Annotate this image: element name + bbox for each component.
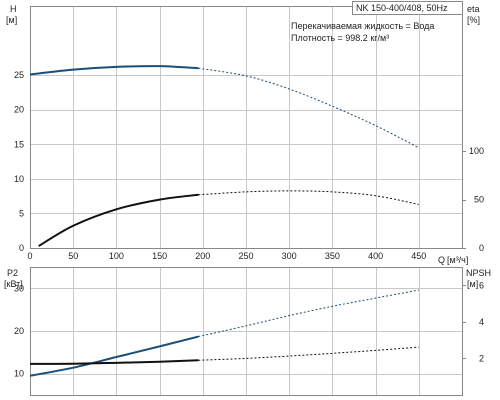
x-tick-label: 400 [368,251,383,261]
y-left-tick-label: 25 [14,70,24,80]
x-tick-label: 300 [282,251,297,261]
y-left-tick-label: 15 [14,139,24,149]
series-1-0-solid-line [29,335,199,377]
y-left-tick-label: 10 [14,369,24,379]
y-left-tick-label: 20 [14,326,24,336]
density-label: Плотность = 998.2 кг/м³ [291,33,389,43]
lower-panel-frame [30,267,463,396]
series-0-1-solid-line [38,193,199,247]
fluid-label: Перекачиваемая жидкость = Вода [291,21,434,31]
y-left-tick-label: 0 [19,243,24,253]
x-tick-label: 250 [238,251,253,261]
y-right-tick-label: 2 [479,353,484,363]
x-tick-label: 50 [68,251,78,261]
p2-axis-label: P2 [7,268,18,278]
eta-axis-label: eta [467,4,480,14]
upper-panel-series [29,65,420,247]
model-label-box [352,1,463,15]
series-0-1-dashed-line [198,190,419,205]
y-left-tick-label: 30 [14,283,24,293]
series-1-1-solid-line [29,359,199,365]
y-left-tick-label: 5 [19,208,24,218]
upper-panel-frame [30,6,463,249]
y-right-tick-label: 4 [479,317,484,327]
y-right-tick-label: 0 [479,243,484,253]
series-0-0-dashed-line [198,67,420,149]
series-1-1-dashed-line [198,346,419,361]
y-right-tick-label: 100 [469,146,484,156]
series-1-0-dashed-line [198,289,419,338]
npsh-axis-unit: [м] [467,279,478,289]
p2-axis-unit: [кВт] [4,279,23,289]
upper-panel-grid: 0 50 100 150 200 250 300 350 400 4500510152025050… [14,6,484,261]
y-right-tick-label: 50 [474,195,484,205]
npsh-axis-label: NPSH [466,268,491,278]
pump-model-label: NK 150-400/408, 50Hz [356,3,448,13]
eta-axis-unit: [%] [467,15,480,25]
x-tick-label: 450 [411,251,426,261]
q-axis-unit: [м³/ч] [447,255,468,265]
x-tick-label: 100 [109,251,124,261]
x-tick-label: 0 [27,251,32,261]
q-axis-label: Q [438,255,445,265]
x-tick-label: 350 [325,251,340,261]
x-tick-label: 150 [152,251,167,261]
x-tick-label: 200 [195,251,210,261]
series-0-0-solid-line [29,65,199,76]
y-left-tick-label: 20 [14,105,24,115]
lower-panel-grid: 10 20 30 2 4 6 [14,267,484,395]
h-axis-unit: [м] [6,15,17,25]
y-left-tick-label: 10 [14,174,24,184]
y-right-tick-label: 6 [479,280,484,290]
h-axis-label: H [10,4,17,14]
lower-panel-series [29,289,419,377]
